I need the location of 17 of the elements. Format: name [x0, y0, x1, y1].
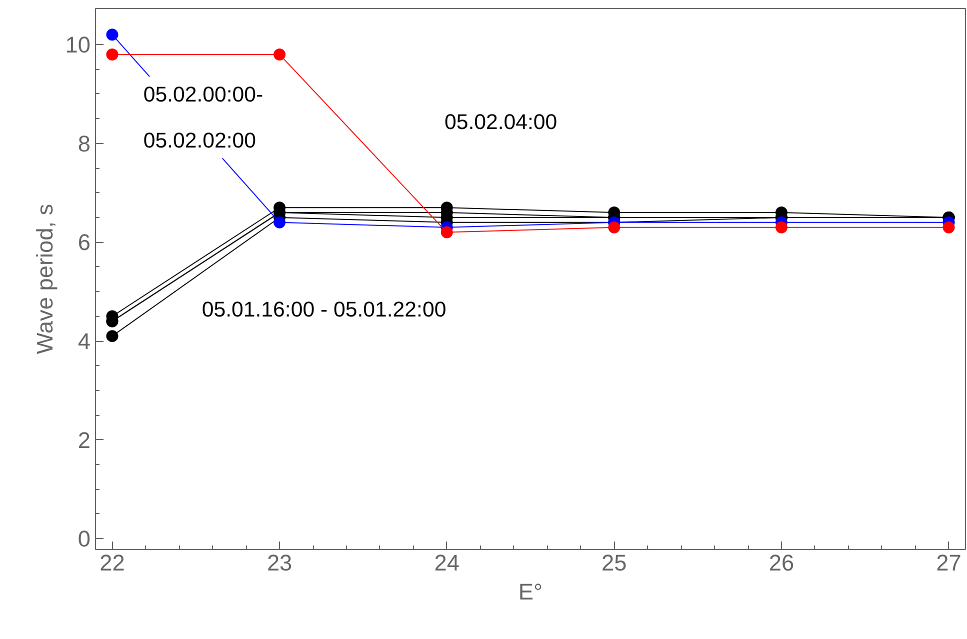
y-tick-label: 2	[78, 426, 91, 453]
x-tick-label: 25	[602, 550, 627, 576]
x-tick-label: 26	[768, 550, 794, 576]
annotation: 05.02.00:00- 05.02.02:00	[143, 82, 264, 152]
x-axis-title: E°	[518, 578, 543, 604]
y-tick-label: 8	[78, 130, 91, 156]
y-tick-label: 10	[65, 32, 90, 58]
x-tick-label: 24	[434, 550, 460, 576]
annotation: 05.02.04:00	[444, 110, 558, 134]
y-tick-label: 4	[78, 328, 91, 354]
annotation: 05.01.16:00 - 05.01.22:00	[202, 298, 446, 322]
x-tick-label: 22	[100, 550, 125, 576]
x-tick-label: 23	[266, 550, 292, 576]
y-axis-title: Wave period, s	[31, 204, 58, 354]
y-tick-label: 6	[78, 229, 91, 256]
x-tick-label: 27	[936, 550, 962, 576]
y-tick-label: 0	[78, 526, 91, 552]
